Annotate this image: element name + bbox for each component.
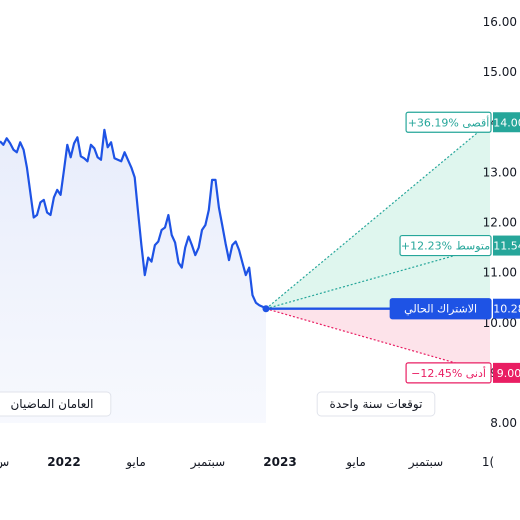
y-tick-label: 8.00 xyxy=(490,416,517,430)
price-history xyxy=(0,128,267,310)
past-period-label: العامان الماضيان xyxy=(10,397,93,411)
high-price-badge xyxy=(493,112,520,133)
average-price-text: 11.54 xyxy=(493,240,520,253)
current-label-badge xyxy=(389,298,492,320)
x-tick-label: 1( xyxy=(482,455,494,469)
y-tick-label: 16.00 xyxy=(483,15,517,29)
current-price-badge xyxy=(493,298,520,319)
y-tick-label: 10.00 xyxy=(483,316,517,330)
average-price-badge xyxy=(493,235,520,256)
low-price-badge xyxy=(493,362,520,383)
y-tick-label: 15.00 xyxy=(483,65,517,79)
forecast-low-line xyxy=(265,308,491,374)
forecast-high-line xyxy=(265,121,491,310)
y-tick-label: 13.00 xyxy=(483,165,517,179)
history-area xyxy=(0,129,266,424)
high-label-text: +36.19% أقصى xyxy=(408,115,490,129)
future-period-label-box xyxy=(316,391,436,417)
x-axis: س 2022 مايو سبتمبر 2023 مايو سبتمبر 1( xyxy=(0,455,494,470)
y-tick-label: 12.00 xyxy=(483,216,517,230)
average-label-badge xyxy=(399,234,492,257)
x-tick-label: سبتمبر xyxy=(190,455,225,470)
current-point xyxy=(262,305,270,313)
average-label-text: +12.23% متوسط xyxy=(401,240,490,253)
current-label-text: الاشتراك الحالي xyxy=(404,303,477,316)
low-label-text: −12.45% أدنى xyxy=(411,366,486,380)
x-tick-label: 2022 xyxy=(47,455,80,469)
y-tick-label: 11.00 xyxy=(483,266,517,280)
past-period-label-box xyxy=(0,391,112,417)
x-tick-label: سبتمبر xyxy=(408,455,443,470)
x-tick-label: س xyxy=(0,455,9,470)
future-period-label: توقعات سنة واحدة xyxy=(330,397,423,412)
high-label-badge xyxy=(405,111,492,133)
flags: 14.00+36.19% أقصى 11.54+12.23% متوسط 10.28… xyxy=(0,111,520,417)
x-tick-label: مايو xyxy=(345,455,366,470)
x-tick-label: مايو xyxy=(125,455,146,470)
history-line xyxy=(0,128,267,310)
high-price-text: 14.00 xyxy=(493,116,520,129)
x-tick-label: 2023 xyxy=(263,455,296,469)
current-price-text: 10.28 xyxy=(493,303,520,316)
low-price-text: 9.00 xyxy=(497,367,520,380)
low-label-badge xyxy=(405,362,492,384)
